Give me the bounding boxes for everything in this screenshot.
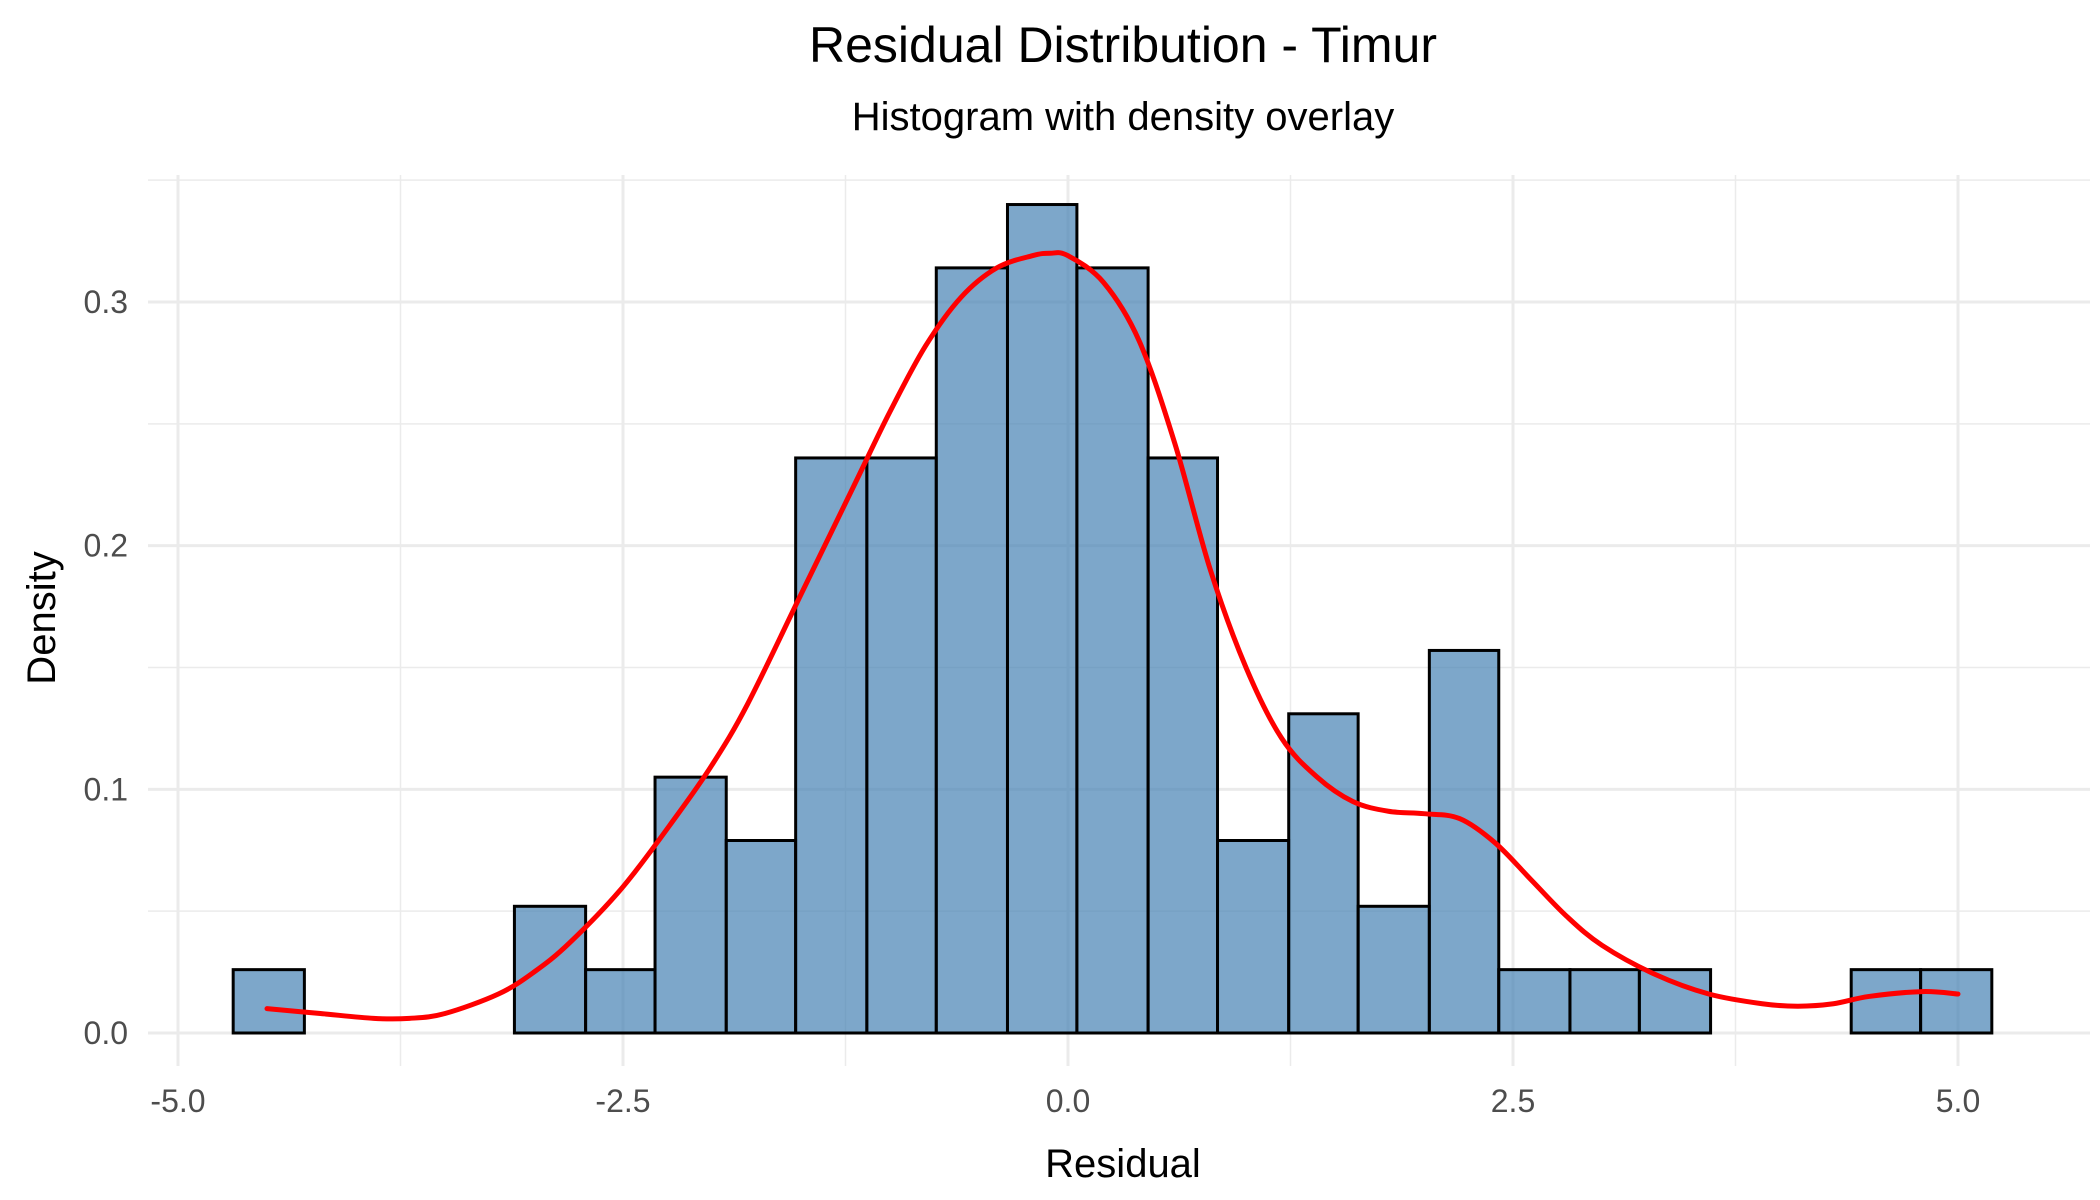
x-axis-title: Residual [1045,1142,1201,1186]
y-axis-tick-labels: 0.0 0.1 0.2 0.3 [84,284,128,1051]
histogram-bar [865,456,938,1035]
histogram-bar [1849,968,1923,1035]
histogram-bar [584,968,657,1035]
histogram-bar [1005,203,1079,1035]
x-axis-tick-labels: -5.0 -2.5 0.0 2.5 5.0 [150,1083,1980,1119]
histogram-bar [1427,648,1501,1035]
x-tick-label: 5.0 [1936,1083,1980,1119]
histogram-bar [1287,712,1360,1035]
x-tick-label: 2.5 [1491,1083,1535,1119]
histogram-bar [653,775,728,1035]
histogram-bar [724,839,798,1035]
y-tick-label: 0.1 [84,771,128,807]
histogram-bar [1497,968,1572,1035]
histogram-bar [1356,904,1431,1035]
histogram-bar [1568,968,1641,1035]
histogram-bar [512,904,588,1035]
y-tick-label: 0.2 [84,528,128,564]
histogram-bar [231,968,306,1035]
histogram-bar [1146,456,1220,1035]
x-tick-label: -5.0 [150,1083,205,1119]
y-axis-title: Density [20,551,64,684]
y-tick-label: 0.3 [84,284,128,320]
chart-subtitle: Histogram with density overlay [852,95,1394,139]
x-tick-label: 0.0 [1046,1083,1090,1119]
histogram-bars [231,203,1994,1035]
histogram-bar [1919,968,1994,1035]
histogram-bar [1075,266,1150,1035]
histogram-bar [1637,968,1713,1035]
histogram-bar [1216,839,1291,1035]
histogram-bar [794,456,869,1035]
chart-title: Residual Distribution - Timur [809,17,1437,73]
x-tick-label: -2.5 [595,1083,650,1119]
density-curve [264,250,1961,1022]
y-tick-label: 0.0 [84,1015,128,1051]
histogram-bar [934,266,1009,1035]
